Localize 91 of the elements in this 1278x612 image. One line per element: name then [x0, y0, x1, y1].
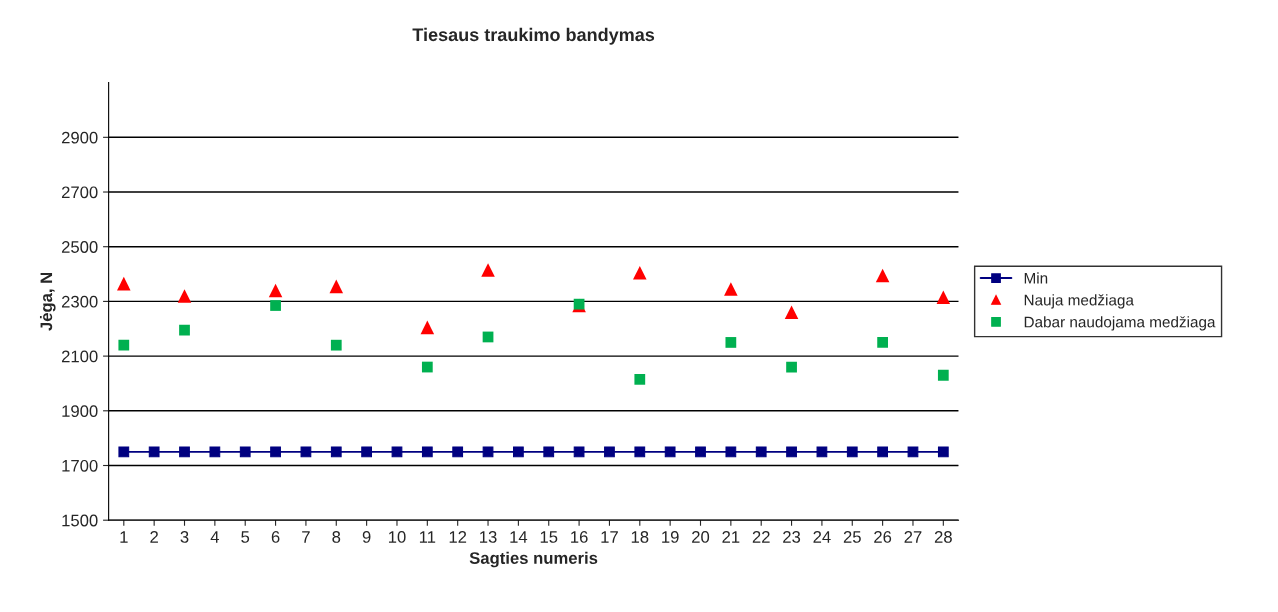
point: [877, 337, 888, 348]
point: [784, 305, 799, 320]
point: [786, 446, 797, 458]
point: [270, 300, 281, 311]
y-tick-label: 2500: [61, 241, 98, 253]
x-tick-label: 16: [571, 531, 588, 543]
point: [633, 265, 647, 280]
y-axis-title: Jėga, N: [39, 272, 56, 331]
point: [118, 339, 130, 351]
y-tick-label: 2100: [61, 350, 98, 363]
point: [936, 290, 951, 305]
point: [148, 446, 160, 458]
point: [421, 446, 433, 458]
x-tick-label: 9: [362, 531, 371, 543]
point: [937, 446, 949, 458]
y-tick-label: 2900: [61, 131, 98, 144]
x-tick-label: 28: [934, 531, 952, 543]
point: [695, 446, 706, 458]
point: [573, 446, 585, 458]
x-tick-label: 8: [332, 531, 341, 543]
legend-label: Dabar naudojama medžiaga: [1024, 316, 1216, 331]
point: [725, 446, 737, 458]
point: [543, 446, 555, 458]
y-tick-label: 2300: [61, 295, 98, 308]
point: [907, 446, 919, 458]
x-tick-label: 11: [419, 531, 436, 543]
point: [724, 282, 738, 296]
point: [482, 446, 494, 458]
point: [875, 268, 890, 283]
point: [481, 263, 495, 277]
point: [664, 446, 676, 458]
x-tick-label: 25: [843, 531, 861, 543]
point: [513, 446, 524, 458]
x-tick-label: 15: [540, 531, 558, 543]
point: [725, 337, 737, 348]
y-tick-label: 1500: [62, 514, 98, 527]
y-tick-label: 1900: [62, 405, 98, 418]
point: [634, 446, 646, 458]
point: [118, 446, 130, 458]
point: [786, 361, 797, 373]
point: [117, 276, 131, 291]
point: [179, 324, 190, 336]
point: [361, 446, 373, 458]
x-tick-label: 18: [631, 531, 649, 543]
point: [846, 446, 858, 458]
point: [391, 446, 403, 458]
x-tick-label: 21: [722, 531, 740, 543]
point: [421, 361, 433, 373]
point: [177, 289, 192, 303]
x-tick-label: 3: [180, 531, 189, 543]
x-tick-label: 13: [480, 531, 497, 543]
x-tick-label: 7: [302, 531, 310, 543]
x-tick-label: 20: [692, 531, 710, 543]
x-axis-title: Sagties numeris: [469, 551, 598, 568]
legend-label: Nauja medžiaga: [1024, 294, 1134, 309]
point: [270, 446, 281, 458]
chart-title: Tiesaus traukimo bandymas: [412, 27, 655, 45]
x-tick-label: 1: [120, 531, 128, 543]
x-tick-label: 12: [449, 531, 467, 543]
x-tick-label: 26: [874, 531, 892, 543]
point: [877, 446, 888, 458]
x-tick-label: 19: [662, 531, 679, 543]
x-tick-label: 6: [271, 531, 280, 543]
point: [452, 446, 464, 458]
point: [755, 446, 767, 458]
x-tick-label: 17: [601, 531, 618, 543]
point: [937, 369, 949, 381]
point: [420, 320, 435, 335]
y-tick-label: 2700: [61, 186, 98, 199]
x-tick-label: 23: [783, 531, 801, 543]
point: [634, 373, 646, 385]
x-tick-label: 10: [388, 531, 406, 543]
point: [300, 446, 312, 458]
point: [209, 446, 221, 458]
x-tick-label: 24: [813, 531, 831, 543]
x-tick-label: 5: [241, 531, 250, 543]
legend-label: Min: [1024, 272, 1048, 284]
x-tick-label: 22: [752, 531, 770, 543]
y-tick-label: 1700: [62, 459, 98, 472]
point: [329, 279, 344, 294]
x-tick-label: 14: [510, 531, 528, 543]
point: [268, 283, 283, 298]
point: [816, 446, 828, 458]
point: [239, 446, 251, 458]
point: [330, 446, 342, 458]
point: [330, 339, 342, 351]
x-tick-label: 27: [904, 531, 922, 543]
point: [179, 446, 190, 458]
point: [604, 446, 615, 458]
x-tick-label: 4: [210, 531, 220, 543]
x-tick-label: 2: [150, 531, 158, 543]
